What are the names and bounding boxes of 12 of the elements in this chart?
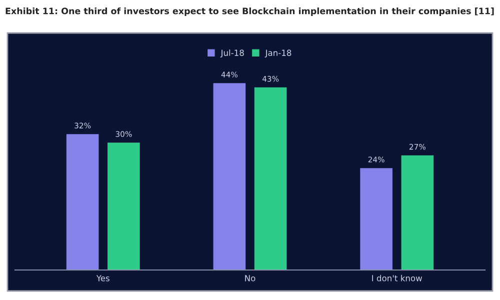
x-tick-label: No <box>245 275 256 282</box>
bar <box>401 155 434 270</box>
bar <box>254 87 287 270</box>
bar <box>108 142 140 270</box>
chart-title: Exhibit 11: One third of investors expect to see Blockchain implementation in their companies [11] <box>6 8 494 16</box>
bar <box>66 134 99 270</box>
x-tick-label: Yes <box>96 275 110 282</box>
bar <box>360 168 392 270</box>
bar <box>213 83 246 270</box>
legend-label: Jul-18 <box>220 50 244 58</box>
x-tick-label: I don't know <box>372 274 422 282</box>
legend-label: Jan-18 <box>264 50 292 58</box>
